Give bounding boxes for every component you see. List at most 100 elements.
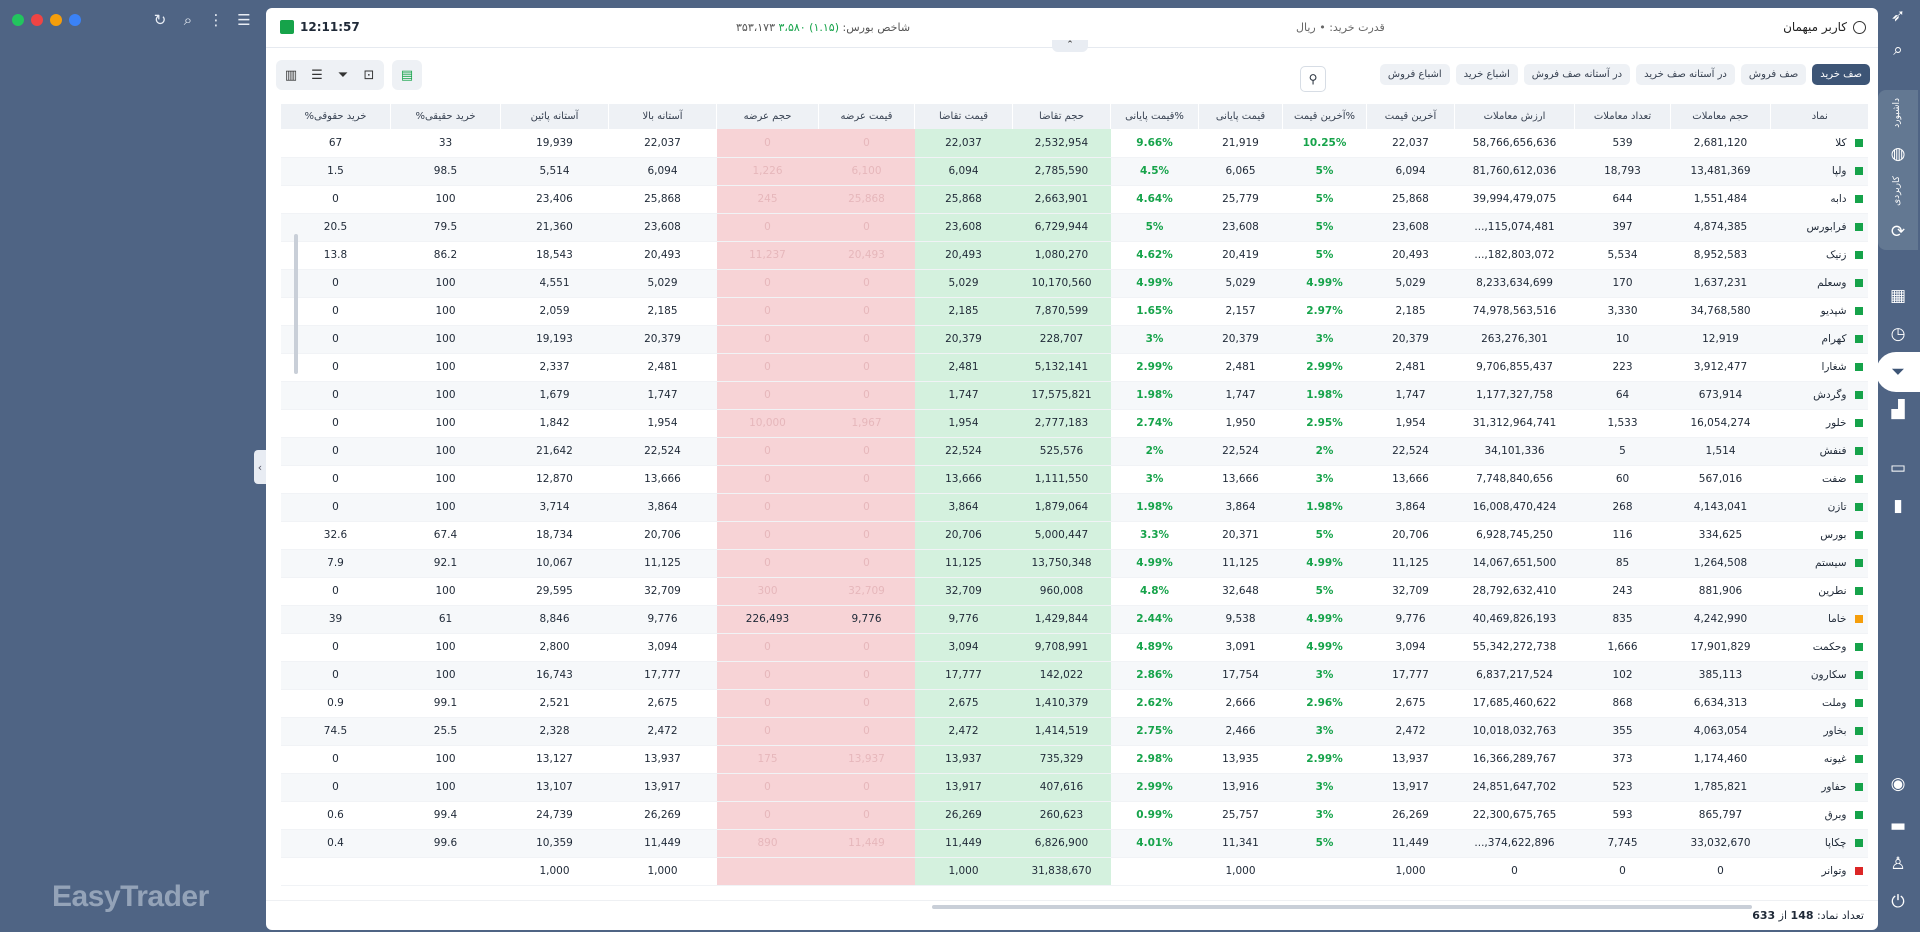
column-header-2[interactable]: تعداد معاملات [1574,104,1671,129]
symbol-name[interactable]: شپدیو [1820,305,1847,317]
columns-icon[interactable]: ▥ [284,67,298,83]
user-menu[interactable]: کاربر میهمان [1783,20,1866,34]
column-header-5[interactable]: %آخرین قیمت [1282,104,1367,129]
column-header-12[interactable]: آستانه بالا [608,104,717,129]
refresh-icon[interactable]: ↻ [153,11,167,29]
table-row[interactable]: فنفش 1,514 5 34,101,336 22,524 2% 22,524 2% 525,… [280,437,1868,466]
symbol-name[interactable]: وحکمت [1812,641,1847,653]
symbol-name[interactable]: ضفت [1821,473,1847,485]
menu-stack-icon[interactable] [280,20,294,34]
table-row[interactable]: وگردش 673,914 64 1,177,327,758 1,747 1.98% 1,7… [280,381,1868,410]
table-row[interactable]: وبرق 865,797 593 22,300,675,765 26,269 3% 25,7… [280,801,1868,830]
window-dot-yellow[interactable] [50,14,62,26]
window-dot-red[interactable] [31,14,43,26]
card-icon[interactable]: ▬ [1889,816,1907,836]
window-dot-blue[interactable] [69,14,81,26]
column-header-14[interactable]: خرید حقیقی% [390,104,501,129]
symbol-name[interactable]: سکارون [1810,669,1847,681]
symbol-name[interactable]: وبرق [1824,809,1847,821]
power-icon[interactable]: ⏻ [1891,892,1905,912]
table-row[interactable]: بخاور 4,063,054 355 10,018,032,763 2,472 3% 2,… [280,717,1868,746]
table-row[interactable]: چکاپا 33,032,670 7,745 374,622,896,... 11,44… [280,829,1868,858]
table-row[interactable]: غیونه 1,174,460 373 16,366,289,767 13,937 2.9… [280,745,1868,774]
symbol-name[interactable]: کهرام [1821,333,1847,345]
table-row[interactable]: خاما 4,242,990 835 40,469,826,193 9,776 4.99%… [280,605,1868,634]
symbol-name[interactable]: شغارا [1821,361,1847,373]
sidebar-panel-label-2[interactable]: کاربردی [1892,176,1902,206]
factory-icon[interactable]: ▟ [1891,400,1905,420]
sidebar-panel-label-1[interactable]: داشبورد [1892,98,1902,128]
table-row[interactable]: سیستم 1,264,508 85 14,067,651,500 11,125 4.99… [280,549,1868,578]
search-icon[interactable]: ⌕ [1893,40,1903,60]
table-row[interactable]: دابه 1,551,484 644 39,994,479,075 25,868 5% 25… [280,185,1868,214]
table-row[interactable]: تازن 4,143,041 268 16,008,470,424 3,864 1.98%… [280,493,1868,522]
table-row[interactable]: خلور 16,054,274 1,533 31,312,964,741 1,954 2.… [280,409,1868,438]
collapse-header-button[interactable]: ⌃ [1052,40,1088,52]
calendar-icon[interactable]: ▦ [1889,286,1907,306]
tab-0[interactable]: صف خرید [1812,64,1870,85]
chat-icon[interactable]: ▭ [1889,458,1907,478]
table-row[interactable]: وسعلم 1,637,231 170 8,233,634,699 5,029 4.99%… [280,269,1868,298]
column-header-9[interactable]: قیمت تقاضا [914,104,1013,129]
table-row[interactable]: شغارا 3,912,477 223 9,706,855,437 2,481 2.99%… [280,353,1868,382]
symbol-name[interactable]: نطرین [1818,585,1847,597]
symbol-name[interactable]: بورس [1820,529,1847,541]
symbol-name[interactable]: خلور [1826,417,1847,429]
rows-icon[interactable]: ☰ [311,67,323,83]
column-header-11[interactable]: حجم عرضه [716,104,819,129]
table-row[interactable]: ولپا 13,481,369 18,793 81,760,612,036 6,094 5… [280,157,1868,186]
table-row[interactable]: کهرام 12,919 10 263,276,301 20,379 3% 20,379 3%… [280,325,1868,354]
filter-icon[interactable]: ⏷ [1891,362,1905,382]
excel-icon[interactable]: ▤ [400,67,414,83]
vertical-scrollbar[interactable] [294,234,298,374]
table-row[interactable]: سکارون 385,113 102 6,837,217,524 17,777 3% 17,… [280,661,1868,690]
table-row[interactable]: ضفت 567,016 60 7,748,840,656 13,666 3% 13,666 3… [280,465,1868,494]
table-row[interactable]: زنیک 8,952,583 5,534 182,803,072,... 20,493 5… [280,241,1868,270]
table-row[interactable]: فرابورس 4,874,385 397 115,074,481,... 23,608… [280,213,1868,242]
symbol-name[interactable]: دابه [1830,193,1847,205]
symbol-name[interactable]: چکاپا [1824,837,1847,849]
bar-chart-icon[interactable]: ▮ [1893,496,1903,516]
column-header-7[interactable]: %قیمت پایانی [1110,104,1199,129]
tab-3[interactable]: در آستانه صف فروش [1523,64,1631,85]
column-header-3[interactable]: ارزش معاملات [1454,104,1575,129]
column-header-6[interactable]: قیمت پایانی [1198,104,1283,129]
symbol-name[interactable]: ولپا [1831,165,1847,177]
column-header-4[interactable]: آخرین قیمت [1366,104,1455,129]
search-icon[interactable]: ⌕ [183,11,193,29]
column-header-0[interactable]: نماد [1770,104,1868,129]
refresh-icon[interactable]: ⟳ [1890,222,1906,242]
globe-icon[interactable]: ◍ [1890,144,1906,164]
symbol-name[interactable]: زنیک [1825,249,1847,261]
funnel-icon[interactable]: ⏷ [337,67,349,83]
symbol-name[interactable]: خاما [1827,613,1847,625]
eye-icon[interactable]: ◉ [1890,774,1906,794]
tab-4[interactable]: اشباع خرید [1455,64,1518,85]
user-icon[interactable]: ♙ [1890,854,1906,874]
table-row[interactable]: بورس 334,625 116 6,928,745,250 20,706 5% 20,37… [280,521,1868,550]
symbol-name[interactable]: وسعلم [1817,277,1847,289]
symbol-name[interactable]: سیستم [1815,557,1847,569]
symbol-name[interactable]: کلا [1835,136,1847,149]
column-header-15[interactable]: خرید حقوقی% [280,104,391,129]
symbol-name[interactable]: حفاور [1821,781,1847,793]
symbol-name[interactable]: تازن [1827,501,1847,513]
table-row[interactable]: وملت 6,634,313 868 17,685,460,622 2,675 2.96%… [280,689,1868,718]
tab-2[interactable]: در آستانه صف خرید [1636,64,1735,85]
history-icon[interactable]: ◷ [1890,324,1906,344]
tab-5[interactable]: اشباع فروش [1379,64,1450,85]
collapse-panel-button[interactable]: ‹ [254,450,266,484]
table-row[interactable]: شپدیو 34,768,580 3,330 74,978,563,516 2,185 2… [280,297,1868,326]
table-row[interactable]: نطرین 881,906 243 28,792,632,410 32,709 5% 32,… [280,577,1868,606]
symbol-name[interactable]: بخاور [1823,725,1847,737]
more-vertical-icon[interactable]: ⋮ [208,11,224,29]
export-icon[interactable]: ⊡ [363,67,375,83]
window-dot-green[interactable] [12,14,24,26]
symbol-name[interactable]: غیونه [1823,753,1847,765]
column-header-1[interactable]: حجم معاملات [1670,104,1771,129]
column-header-8[interactable]: حجم تقاضا [1012,104,1111,129]
symbol-name[interactable]: وگردش [1813,389,1847,401]
table-row[interactable]: وتوانر 0 0 0 1,000 1,000 31,838,670 1,000 1,000 1… [280,857,1868,886]
table-row[interactable]: وحکمت 17,901,829 1,666 55,342,272,738 3,094 4… [280,633,1868,662]
symbol-name[interactable]: فنفش [1819,445,1847,457]
